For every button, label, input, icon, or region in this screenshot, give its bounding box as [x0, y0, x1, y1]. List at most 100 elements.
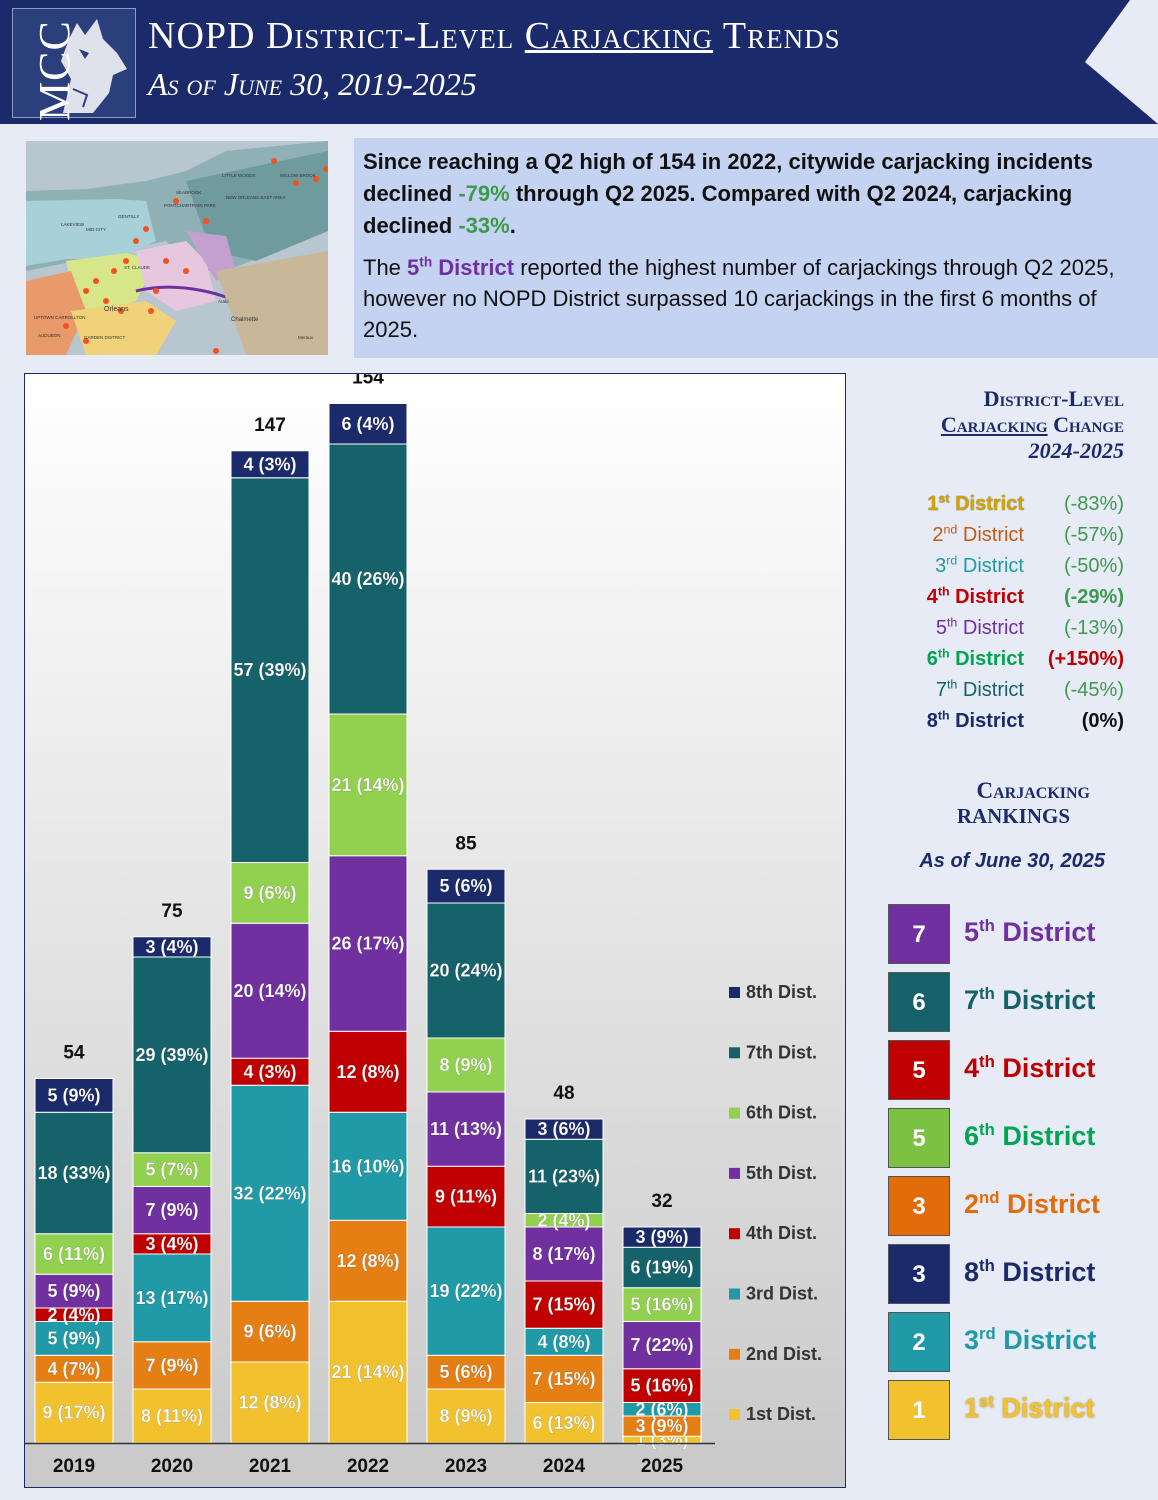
change-row: 5th District (-13%) [850, 615, 1150, 645]
legend-label: 8th Dist. [746, 982, 817, 1002]
logo-text: MCC [30, 20, 79, 121]
change-row: 7th District (-45%) [850, 677, 1150, 707]
segment-label: 16 (10%) [331, 1156, 404, 1176]
segment-label: 11 (23%) [528, 1166, 600, 1186]
segment-label: 8 (11%) [141, 1406, 203, 1426]
header-background [0, 0, 1158, 124]
change-district-name: 4th District [926, 584, 1024, 608]
segment-label: 4 (3%) [243, 454, 296, 474]
x-tick-label: 2022 [347, 1456, 389, 1477]
segment-label: 7 (9%) [145, 1355, 198, 1375]
x-tick-label: 2024 [543, 1456, 586, 1477]
change-row: 3rd District (-50%) [850, 553, 1150, 583]
segment-label: 3 (4%) [145, 937, 198, 957]
segment-label: 3 (4%) [145, 1234, 198, 1254]
summary-paragraph-1: Since reaching a Q2 high of 154 in 2022,… [363, 149, 1093, 238]
x-tick-label: 2025 [641, 1456, 684, 1477]
bar-segment [622, 1321, 702, 1370]
map-label: Orleans [104, 306, 129, 313]
map-label: UPTOWN CARROLLTON [34, 315, 86, 320]
map-label: ST. CLAUDE [124, 265, 150, 270]
bar-segment [524, 1354, 604, 1403]
bar-segment [426, 1226, 506, 1356]
x-tick-label: 2021 [249, 1456, 292, 1477]
bar-segment [328, 1030, 408, 1113]
bar-total-label: 32 [651, 1191, 672, 1212]
bar-segment [34, 1233, 114, 1275]
rankings-title-line1: Carjacking [976, 778, 1090, 803]
segment-label: 12 (8%) [336, 1251, 399, 1271]
change-title-line1: District-Level [983, 386, 1124, 411]
bar-segment [328, 713, 408, 857]
segment-label: 5 (16%) [630, 1376, 693, 1396]
bar-segment [132, 1152, 212, 1187]
change-district-name: 8th District [926, 708, 1024, 732]
change-title-line2: Carjacking Change [940, 412, 1124, 437]
map-label: Meraux [298, 335, 314, 340]
header-banner: MCC NOPD District-Level Carjacking Trend… [0, 0, 1158, 124]
segment-label: 7 (15%) [532, 1369, 595, 1389]
segment-label: 6 (19%) [630, 1258, 693, 1278]
segment-label: 8 (9%) [439, 1055, 492, 1075]
bar-segment [426, 868, 506, 904]
segment-label: 18 (33%) [37, 1163, 110, 1183]
segment-label: 7 (22%) [630, 1335, 693, 1355]
legend-label: 3rd Dist. [746, 1284, 818, 1304]
bar-segment [426, 1037, 506, 1093]
bar-segment [230, 922, 310, 1059]
bar-segment [622, 1226, 702, 1248]
bar-segment [328, 855, 408, 1032]
segment-label: 9 (17%) [42, 1403, 105, 1423]
segment-label: 4 (7%) [47, 1359, 100, 1379]
bar-total-label: 154 [352, 374, 384, 389]
legend-swatch [729, 1348, 740, 1360]
segment-label: 20 (24%) [429, 961, 502, 981]
x-tick-label: 2019 [53, 1456, 95, 1477]
map-image: LITTLE WOODS WILLOW BROOK SEABROOK PONTC… [26, 141, 328, 355]
rankings-subtitle: As of June 30, 2025 [919, 850, 1105, 872]
bar-segment [132, 1253, 212, 1343]
segment-label: 9 (6%) [243, 1322, 296, 1342]
legend-swatch [729, 1107, 740, 1119]
segment-label: 8 (17%) [532, 1244, 595, 1264]
bar-segment [328, 1219, 408, 1302]
bar-segment [132, 1186, 212, 1235]
change-district-name: 7th District [935, 677, 1024, 701]
bar-segment [230, 1057, 310, 1086]
legend-label: 7th Dist. [746, 1042, 817, 1062]
map-label: Arabi [218, 299, 229, 304]
segment-label: 20 (14%) [233, 981, 306, 1001]
bar-segment [230, 862, 310, 924]
bar-segment [230, 1361, 310, 1444]
bar-total-label: 54 [63, 1043, 85, 1064]
rank-value-box: 3 [888, 1244, 950, 1304]
segment-label: 4 (8%) [537, 1332, 590, 1352]
segment-label: 5 (9%) [47, 1281, 100, 1301]
chart-container: 9 (17%) 4 (7%) 5 (9%) 2 (4%) 5 (9%) 6 (11%) 18… [24, 373, 846, 1488]
bar-segment [230, 477, 310, 863]
segment-label: 7 (15%) [532, 1295, 595, 1315]
legend-swatch [729, 987, 740, 998]
map-label: LAKEVIEW [61, 222, 85, 227]
rank-district-label: 3rd District [964, 1324, 1097, 1355]
map-label: GARDEN DISTRICT [84, 335, 126, 340]
legend-label: 2nd Dist. [746, 1344, 822, 1364]
change-district-name: 5th District [935, 615, 1024, 639]
bar-segment [524, 1327, 604, 1356]
rank-district-label: 6th District [964, 1120, 1096, 1151]
segment-label: 2 (6%) [635, 1399, 688, 1419]
change-district-name: 1st District [927, 491, 1024, 515]
segment-label: 3 (6%) [537, 1119, 590, 1139]
x-tick-label: 2020 [151, 1456, 193, 1477]
change-value: (0%) [1081, 710, 1124, 732]
bar-segment [132, 1388, 212, 1444]
segment-label: 12 (8%) [238, 1393, 301, 1413]
change-district-name: 3rd District [935, 553, 1024, 577]
legend-swatch [729, 1288, 740, 1300]
change-row: 1st District (-83%) [850, 491, 1150, 521]
bar-segment [524, 1118, 604, 1140]
bar-segment [426, 1354, 506, 1390]
segment-label: 12 (8%) [336, 1062, 399, 1082]
map-label: SEABROOK [176, 190, 201, 195]
segment-label: 5 (9%) [47, 1328, 100, 1348]
